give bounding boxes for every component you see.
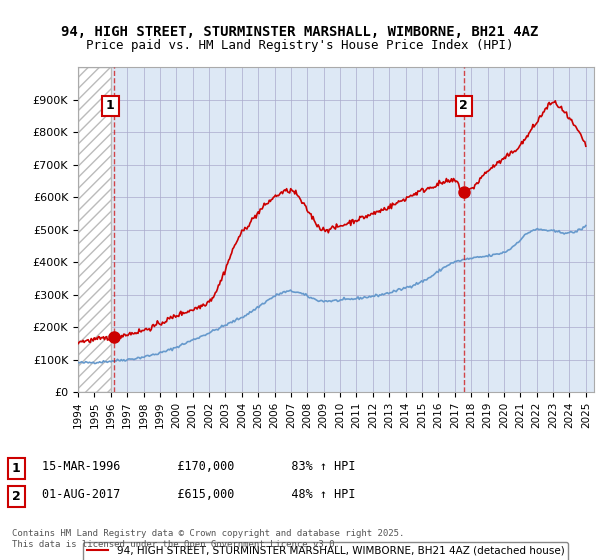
Text: 1: 1: [106, 100, 115, 113]
Legend: 94, HIGH STREET, STURMINSTER MARSHALL, WIMBORNE, BH21 4AZ (detached house), HPI:: 94, HIGH STREET, STURMINSTER MARSHALL, W…: [83, 542, 568, 560]
Text: Contains HM Land Registry data © Crown copyright and database right 2025.
This d: Contains HM Land Registry data © Crown c…: [12, 529, 404, 549]
Text: 2: 2: [12, 490, 21, 503]
Bar: [78, 67, 111, 392]
Text: 1: 1: [12, 462, 21, 475]
Text: 2: 2: [460, 100, 468, 113]
Bar: [78, 67, 111, 392]
Text: Price paid vs. HM Land Registry's House Price Index (HPI): Price paid vs. HM Land Registry's House …: [86, 39, 514, 52]
Text: 15-MAR-1996        £170,000        83% ↑ HPI: 15-MAR-1996 £170,000 83% ↑ HPI: [42, 460, 355, 473]
Text: 94, HIGH STREET, STURMINSTER MARSHALL, WIMBORNE, BH21 4AZ: 94, HIGH STREET, STURMINSTER MARSHALL, W…: [61, 25, 539, 39]
Text: 01-AUG-2017        £615,000        48% ↑ HPI: 01-AUG-2017 £615,000 48% ↑ HPI: [42, 488, 355, 501]
